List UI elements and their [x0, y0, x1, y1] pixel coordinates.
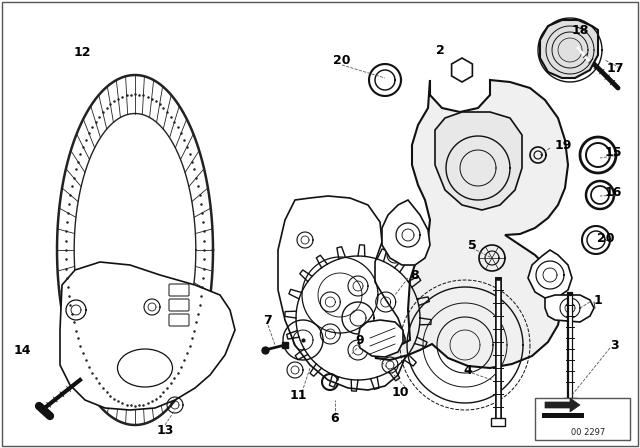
- Text: 16: 16: [605, 185, 622, 198]
- Polygon shape: [358, 320, 403, 357]
- Polygon shape: [540, 20, 598, 78]
- Text: 4: 4: [463, 363, 472, 376]
- Text: 6: 6: [331, 412, 339, 425]
- Polygon shape: [545, 295, 594, 322]
- Text: 19: 19: [555, 138, 572, 151]
- Ellipse shape: [118, 349, 173, 387]
- Text: 3: 3: [610, 339, 619, 352]
- Polygon shape: [528, 250, 572, 298]
- Text: 14: 14: [13, 344, 31, 357]
- Polygon shape: [60, 262, 235, 410]
- FancyBboxPatch shape: [491, 418, 505, 426]
- Text: 7: 7: [264, 314, 273, 327]
- Text: 8: 8: [411, 268, 419, 281]
- Text: 10: 10: [391, 385, 409, 399]
- Text: 20: 20: [598, 232, 615, 245]
- Polygon shape: [382, 200, 430, 265]
- Text: 12: 12: [73, 46, 91, 59]
- Polygon shape: [452, 58, 472, 82]
- FancyBboxPatch shape: [563, 398, 577, 406]
- Polygon shape: [375, 80, 568, 368]
- Text: 15: 15: [605, 146, 622, 159]
- Polygon shape: [278, 196, 405, 390]
- Bar: [542, 413, 584, 418]
- Text: 17: 17: [607, 61, 624, 74]
- Polygon shape: [435, 112, 522, 210]
- Text: 9: 9: [356, 333, 364, 346]
- Text: 5: 5: [468, 238, 477, 251]
- FancyBboxPatch shape: [169, 299, 189, 311]
- Text: 00 2297: 00 2297: [571, 427, 605, 436]
- Text: 1: 1: [594, 293, 603, 306]
- FancyBboxPatch shape: [169, 314, 189, 326]
- FancyBboxPatch shape: [169, 284, 189, 296]
- Text: 11: 11: [289, 388, 307, 401]
- Text: 2: 2: [436, 43, 444, 56]
- Polygon shape: [545, 398, 580, 412]
- Text: 13: 13: [156, 423, 173, 436]
- FancyBboxPatch shape: [535, 398, 630, 440]
- Text: 20: 20: [333, 53, 351, 66]
- Text: 18: 18: [572, 23, 589, 36]
